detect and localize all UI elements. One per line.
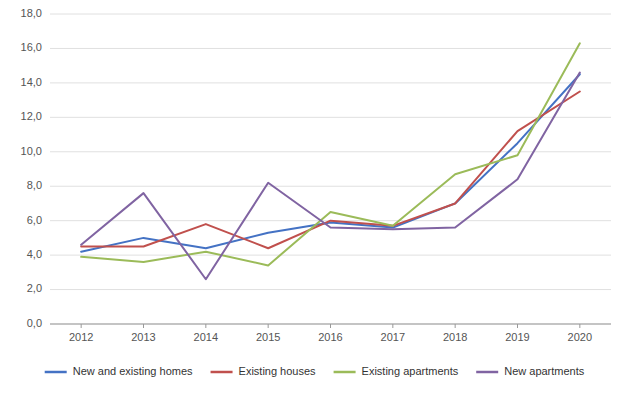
- legend-swatch: [476, 371, 498, 374]
- x-tick-label: 2017: [381, 331, 405, 343]
- chart: 0,02,04,06,08,010,012,014,016,018,020122…: [0, 0, 629, 398]
- y-tick-label: 12,0: [21, 110, 42, 122]
- legend-label: New and existing homes: [73, 365, 193, 377]
- x-tick: [205, 324, 206, 328]
- legend-swatch: [45, 371, 67, 374]
- y-tick-label: 0,0: [27, 317, 42, 329]
- series-line: [81, 43, 580, 265]
- legend-label: New apartments: [504, 365, 585, 377]
- x-tick: [392, 324, 393, 328]
- x-tick: [81, 324, 82, 328]
- x-tick-label: 2016: [318, 331, 342, 343]
- y-tick-label: 4,0: [27, 248, 42, 260]
- y-tick-label: 16,0: [21, 41, 42, 53]
- legend: New and existing homes Existing houses Exi…: [45, 365, 585, 377]
- x-tick: [330, 324, 331, 328]
- x-tick-label: 2019: [505, 331, 529, 343]
- grid-line: [50, 186, 611, 187]
- legend-label: Existing houses: [239, 365, 317, 377]
- y-tick-label: 18,0: [21, 7, 42, 19]
- x-tick-label: 2012: [69, 331, 93, 343]
- legend-item: New apartments: [476, 365, 585, 377]
- series-line: [81, 73, 580, 280]
- x-tick-label: 2013: [131, 331, 155, 343]
- background: [0, 0, 629, 398]
- x-tick: [143, 324, 144, 328]
- y-tick-label: 8,0: [27, 179, 42, 191]
- legend-item: New and existing homes: [45, 365, 193, 377]
- x-axis: 2012 2013 2014 2015 2016 2017 2018 2019 2020: [50, 324, 611, 343]
- grid-line: [50, 82, 611, 83]
- y-tick-label: 14,0: [21, 76, 42, 88]
- x-tick-label: 2018: [443, 331, 467, 343]
- legend-item: Existing houses: [211, 365, 317, 377]
- legend-label: Existing apartments: [362, 365, 459, 377]
- legend-swatch: [211, 371, 233, 374]
- y-tick-label: 6,0: [27, 214, 42, 226]
- y-axis: 0,0 2,0 4,0 6,0 8,0 10,0 12,0 14,0 16,0 18,0: [21, 7, 42, 329]
- grid-line: [50, 14, 611, 15]
- grid-line: [50, 48, 611, 49]
- grid-line: [50, 151, 611, 152]
- x-tick: [268, 324, 269, 328]
- legend-item: Existing apartments: [334, 365, 459, 377]
- grid-line: [50, 289, 611, 290]
- series-line: [81, 92, 580, 249]
- lines: [81, 43, 580, 279]
- x-tick: [579, 324, 580, 328]
- series-line: [81, 74, 580, 251]
- grid-line: [50, 117, 611, 118]
- y-tick-label: 2,0: [27, 282, 42, 294]
- grid-line: [50, 255, 611, 256]
- y-tick-label: 10,0: [21, 145, 42, 157]
- x-tick-label: 2014: [194, 331, 218, 343]
- x-tick-label: 2020: [568, 331, 592, 343]
- x-tick: [517, 324, 518, 328]
- x-tick: [455, 324, 456, 328]
- x-tick-label: 2015: [256, 331, 280, 343]
- legend-swatch: [334, 371, 356, 374]
- grid: [50, 14, 611, 324]
